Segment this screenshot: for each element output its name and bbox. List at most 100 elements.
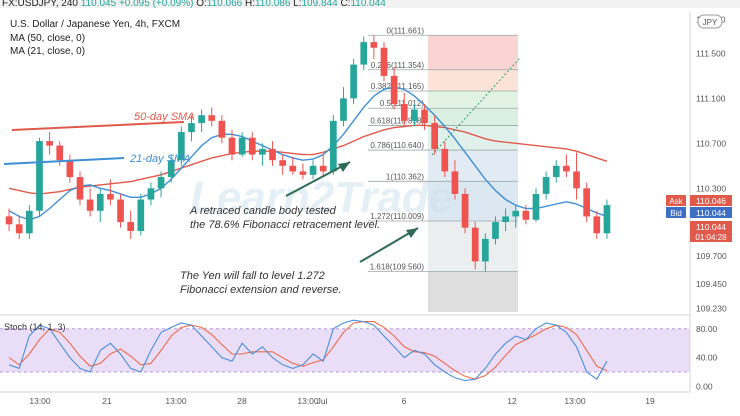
fib-trend-line [431, 57, 521, 156]
open-value: 110.066 [206, 0, 243, 9]
fib-zone [428, 181, 518, 222]
candle-body [86, 199, 94, 211]
fib-zone [428, 69, 518, 92]
candles-layer[interactable] [5, 35, 611, 272]
candle-body [36, 141, 43, 211]
bid-value-box [690, 207, 732, 218]
note2-line2: Fibonacci extension and reverse. [180, 284, 341, 296]
sma21-label: 21-day SMA [129, 153, 191, 165]
sma50-label: 50-day SMA [134, 111, 195, 123]
ma50-layer [8, 124, 608, 195]
candle-body [471, 227, 479, 262]
candle-body [208, 115, 216, 121]
candle-body [563, 165, 570, 172]
ask-label-box [666, 195, 686, 206]
last-price-tag [690, 221, 732, 242]
time-tick-label: 13:00 [297, 396, 319, 406]
candle-body [451, 171, 459, 194]
candle-body [390, 75, 398, 104]
candle-body [299, 171, 307, 175]
candle-body [573, 171, 580, 189]
sma50-trendline[interactable] [11, 121, 185, 131]
fib-level-label: 1.618(109.560) [370, 263, 425, 272]
currency-badge: JPY [703, 18, 718, 27]
price-tick-label: 109.450 [696, 279, 727, 289]
bid-label-box [666, 207, 686, 218]
candle-body [5, 216, 13, 225]
close-value: 110.044 [350, 0, 386, 9]
candle-body [167, 160, 175, 178]
currency-badge-box[interactable] [697, 14, 723, 29]
candle-body [532, 193, 540, 220]
arrow1-head [338, 162, 350, 172]
candle-body [421, 109, 428, 124]
candle-body [218, 120, 226, 138]
ma21-legend[interactable]: MA (21, close, 0) [10, 46, 86, 57]
stoch-tick-label: 80.00 [696, 324, 718, 334]
candle-body [481, 238, 489, 262]
fib-zone [428, 125, 518, 151]
stochastic-panel[interactable]: 80.00 40.00 0.00 [0, 319, 718, 391]
candle-body [46, 141, 53, 146]
candle-body [107, 193, 114, 200]
candle-body [238, 137, 246, 155]
ma21-line [8, 86, 608, 221]
fib-zone [428, 271, 518, 312]
price-tick-label: 110.300 [696, 183, 726, 193]
countdown: 01:04:28 [695, 233, 727, 242]
candle-body [117, 199, 124, 223]
candle-body [542, 177, 550, 194]
ma21-layer [8, 86, 608, 221]
note1-line1: A retraced candle body tested [189, 205, 337, 217]
candle-body [76, 177, 84, 200]
fibonacci-retracement[interactable]: 0(111.661) 0.236(111.354) 0.382(111.165) 0.… [368, 26, 518, 312]
candle-body [370, 42, 378, 48]
top-strip [0, 0, 740, 8]
candle-body [177, 132, 185, 161]
candle-body [552, 165, 560, 178]
ma50-legend[interactable]: MA (50, close, 0) [10, 33, 86, 44]
stoch-label: Stoch (14, 1, 3) [4, 322, 66, 332]
fib-level-label: 0.236(111.354) [371, 61, 424, 70]
candle-body [66, 160, 74, 178]
time-tick-label: 13:00 [564, 396, 586, 406]
symbol-label[interactable]: FX:USDJPY, 240 [2, 0, 78, 9]
fib-zone [428, 91, 518, 109]
last-price-tag-value: 110.044 [696, 222, 726, 232]
time-tick-label: 12 [507, 396, 517, 406]
ask-label: Ask [669, 197, 683, 206]
chart-title: U.S. Dollar / Japanese Yen, 4h, FXCM [10, 19, 181, 30]
low-label: L: [293, 0, 302, 9]
candle-body [269, 148, 276, 161]
candle-body [309, 165, 317, 175]
stoch-tick-label: 0.00 [696, 381, 713, 391]
candle-body [228, 137, 236, 155]
candle-body [15, 224, 23, 234]
last-price: 110.045 [80, 0, 117, 9]
time-tick-label: 13:00 [29, 396, 51, 406]
candle-body [411, 109, 418, 121]
close-label: C: [340, 0, 351, 9]
open-label: O: [196, 0, 207, 9]
fib-zone [428, 108, 518, 126]
candle-body [279, 160, 287, 166]
price-tick-label: 109.230 [696, 304, 727, 314]
candle-body [350, 64, 357, 99]
fib-level-label: 0.382(111.165) [371, 82, 424, 91]
arrow2-head [406, 228, 418, 238]
candle-body [502, 216, 509, 223]
note1-line2: the 78.6% Fibonacci retracement level. [190, 219, 380, 231]
candle-body [289, 165, 297, 172]
time-tick-label: 21 [102, 396, 112, 406]
ask-value-box [690, 195, 732, 206]
price-axis[interactable]: 111.800111.500111.100110.700110.300109.7… [696, 15, 727, 314]
low-value: 109.844 [301, 0, 338, 9]
time-tick-label: 13:00 [165, 396, 187, 406]
stoch-band [0, 328, 690, 372]
sma21-trendline[interactable] [3, 157, 125, 165]
candle-body [147, 188, 155, 200]
price-tick-label: 110.700 [696, 138, 726, 148]
candle-body [431, 123, 439, 149]
